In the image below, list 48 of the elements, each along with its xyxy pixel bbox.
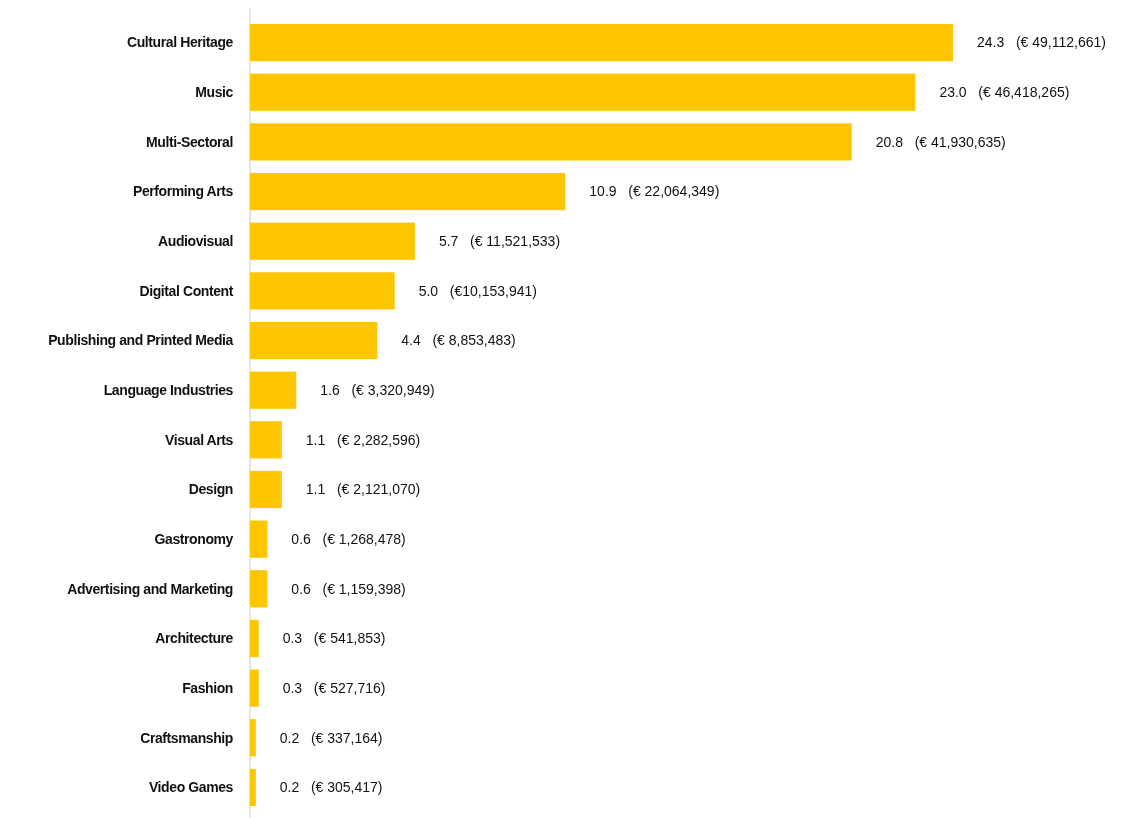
y-tick-label: Advertising and Marketing: [67, 580, 233, 597]
y-tick-label: Video Games: [148, 779, 234, 796]
y-tick-label: Audiovisual: [158, 233, 233, 250]
data-label: 5.7 (€ 11,521,533): [438, 233, 561, 250]
bar: [250, 23, 953, 62]
bar: [250, 123, 852, 161]
y-tick-label: Design: [188, 481, 233, 498]
data-label: 0.6 (€ 1,268,478): [291, 531, 406, 548]
bar: [250, 619, 259, 658]
y-tick-label: Craftsmanship: [140, 729, 233, 746]
data-label: 0.2 (€ 305,417): [279, 779, 383, 796]
y-tick-label: Visual Arts: [165, 431, 234, 448]
bar: [250, 470, 282, 509]
bar: [250, 321, 378, 360]
y-tick-label: Multi-Sectoral: [146, 133, 233, 150]
data-label: 23.0 (€ 46,418,265): [939, 84, 1070, 101]
data-label: 4.4 (€ 8,853,483): [401, 332, 516, 349]
data-label: 0.3 (€ 541,853): [282, 630, 386, 647]
data-label: 24.3 (€ 49,112,661): [977, 34, 1106, 51]
data-label: 1.6 (€ 3,320,949): [320, 382, 435, 399]
y-tick-label: Gastronomy: [154, 531, 234, 548]
data-label: 1.1 (€ 2,121,070): [305, 481, 421, 498]
bar: [250, 272, 395, 310]
data-label: 20.8 (€ 41,930,635): [875, 133, 1006, 150]
y-tick-label: Architecture: [155, 630, 234, 647]
y-tick-label: Cultural Heritage: [127, 34, 234, 51]
bar: [250, 669, 259, 707]
data-label: 1.1 (€ 2,282,596): [305, 431, 421, 448]
bar: [250, 371, 297, 409]
data-label: 0.6 (€ 1,159,398): [291, 580, 406, 597]
bar: [250, 520, 268, 558]
y-tick-label: Language Industries: [103, 382, 234, 399]
bar: [250, 421, 282, 459]
y-tick-label: Fashion: [182, 680, 233, 697]
bar: [250, 768, 256, 807]
y-tick-label: Music: [195, 84, 234, 101]
bar: [250, 570, 268, 608]
y-tick-label: Digital Content: [139, 282, 234, 299]
data-label: 0.3 (€ 527,716): [282, 680, 386, 697]
bar: [250, 172, 566, 211]
data-label: 5.0 (€10,153,941): [418, 282, 537, 299]
bar: [250, 73, 916, 111]
data-label: 0.2 (€ 337,164): [279, 729, 383, 746]
data-label: 10.9 (€ 22,064,349): [589, 183, 720, 200]
bar: [250, 719, 256, 757]
y-tick-label: Performing Arts: [132, 183, 234, 200]
y-tick-label: Publishing and Printed Media: [48, 332, 234, 349]
bar: [250, 222, 415, 260]
